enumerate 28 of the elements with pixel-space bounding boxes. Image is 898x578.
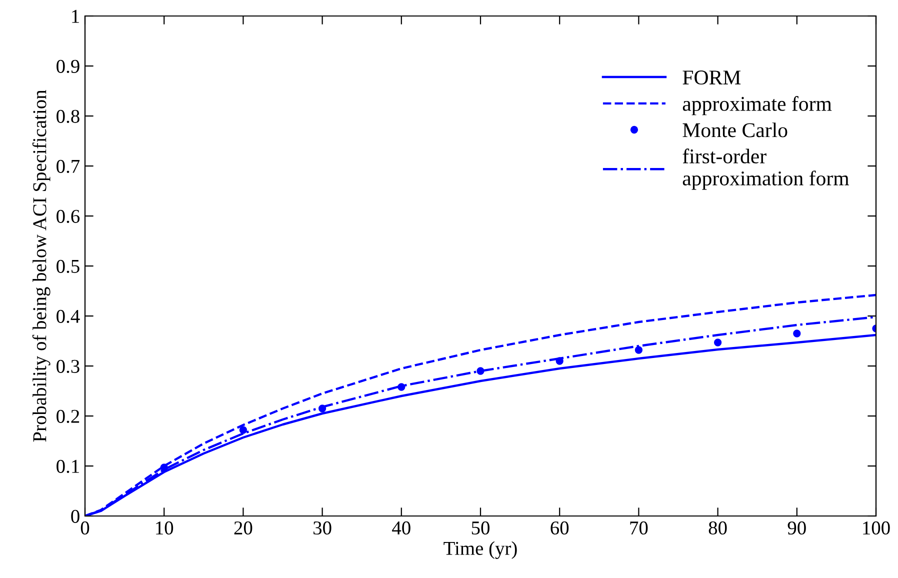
legend-label: approximate form [682, 96, 832, 116]
legend-label: Monte Carlo [682, 122, 788, 138]
x-tick-label: 40 [392, 521, 410, 535]
x-tick-label: 10 [156, 521, 174, 535]
x-tick-label: 70 [630, 521, 648, 535]
x-tick-label: 90 [788, 521, 806, 535]
y-tick-label: 0.4 [56, 310, 80, 324]
x-tick-label: 30 [314, 521, 332, 535]
y-tick-label: 0.9 [56, 60, 80, 74]
y-tick-label: 0.2 [56, 410, 80, 424]
y-tick-label: 0.3 [56, 360, 80, 374]
x-tick-label: 80 [708, 521, 727, 535]
x-tick-label: 50 [472, 521, 490, 535]
legend-label: FORM [682, 70, 741, 85]
y-axis-title: Probability of being below ACI Specification [32, 90, 50, 442]
legend-label: first-order approximation form [682, 148, 850, 190]
y-tick-label: 0 [71, 510, 80, 523]
y-tick-label: 0.8 [56, 110, 80, 124]
x-axis-title: Time (yr) [444, 541, 517, 559]
y-tick-label: 1 [72, 10, 79, 23]
y-tick-label: 0.7 [56, 160, 80, 174]
y-tick-label: 0.5 [56, 260, 80, 274]
y-tick-label: 0.1 [56, 460, 79, 474]
x-tick-label: 100 [863, 521, 890, 535]
x-tick-label: 20 [234, 521, 252, 535]
y-tick-label: 0.6 [56, 210, 80, 224]
x-tick-label: 0 [80, 521, 90, 535]
x-tick-label: 60 [550, 521, 569, 535]
